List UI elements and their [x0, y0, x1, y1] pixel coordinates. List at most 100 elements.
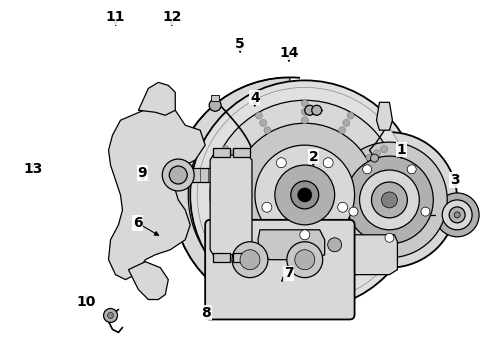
- Circle shape: [435, 193, 479, 237]
- Circle shape: [323, 158, 333, 168]
- Text: 8: 8: [201, 306, 211, 320]
- Circle shape: [295, 250, 315, 270]
- Text: 12: 12: [162, 10, 181, 24]
- Polygon shape: [211, 95, 219, 101]
- Polygon shape: [190, 168, 280, 182]
- Text: 9: 9: [138, 166, 147, 180]
- Polygon shape: [172, 77, 290, 312]
- Circle shape: [255, 145, 355, 245]
- Circle shape: [276, 158, 286, 168]
- Text: 1: 1: [396, 143, 406, 157]
- Circle shape: [275, 165, 335, 225]
- Polygon shape: [138, 82, 175, 115]
- Polygon shape: [233, 253, 250, 262]
- Circle shape: [301, 283, 308, 290]
- Circle shape: [305, 105, 315, 115]
- Circle shape: [107, 312, 114, 319]
- Polygon shape: [128, 262, 168, 300]
- Circle shape: [103, 309, 118, 323]
- Circle shape: [328, 238, 342, 252]
- Circle shape: [226, 192, 234, 198]
- Circle shape: [371, 182, 407, 218]
- Circle shape: [393, 192, 400, 198]
- Circle shape: [229, 150, 236, 157]
- Circle shape: [312, 105, 322, 115]
- Circle shape: [385, 192, 392, 198]
- Circle shape: [197, 87, 413, 302]
- Circle shape: [363, 165, 372, 174]
- Circle shape: [301, 266, 308, 273]
- Circle shape: [240, 250, 260, 270]
- Circle shape: [442, 200, 472, 230]
- Circle shape: [260, 264, 267, 270]
- Circle shape: [301, 275, 308, 282]
- Polygon shape: [330, 235, 397, 275]
- Circle shape: [190, 80, 419, 310]
- Circle shape: [222, 237, 229, 244]
- Text: 5: 5: [235, 37, 245, 51]
- Circle shape: [382, 192, 397, 208]
- Circle shape: [449, 207, 465, 223]
- Text: 13: 13: [23, 162, 42, 176]
- Circle shape: [264, 256, 271, 263]
- Polygon shape: [213, 148, 230, 157]
- Circle shape: [301, 100, 308, 107]
- Circle shape: [237, 229, 244, 236]
- Circle shape: [338, 202, 347, 212]
- Circle shape: [233, 123, 376, 267]
- Circle shape: [237, 154, 244, 161]
- Polygon shape: [213, 253, 230, 262]
- Circle shape: [347, 112, 354, 119]
- Circle shape: [255, 112, 263, 119]
- Circle shape: [366, 154, 373, 161]
- Text: 6: 6: [133, 216, 143, 230]
- Polygon shape: [108, 105, 205, 280]
- Text: 7: 7: [284, 266, 294, 280]
- Polygon shape: [258, 230, 325, 260]
- Circle shape: [232, 242, 268, 278]
- Circle shape: [162, 159, 194, 191]
- Circle shape: [301, 117, 308, 124]
- Circle shape: [169, 166, 187, 184]
- Circle shape: [407, 165, 416, 174]
- Circle shape: [209, 99, 221, 111]
- Text: 10: 10: [76, 295, 96, 309]
- Circle shape: [343, 120, 350, 126]
- Circle shape: [260, 120, 267, 126]
- Circle shape: [301, 108, 308, 115]
- Text: 2: 2: [309, 150, 318, 164]
- Circle shape: [210, 192, 217, 198]
- Circle shape: [454, 212, 460, 218]
- Polygon shape: [233, 148, 250, 157]
- Circle shape: [381, 146, 388, 153]
- Circle shape: [264, 127, 271, 134]
- Circle shape: [381, 237, 388, 244]
- Circle shape: [229, 233, 236, 240]
- Text: 3: 3: [450, 173, 460, 187]
- Circle shape: [339, 256, 345, 263]
- Circle shape: [343, 264, 350, 270]
- FancyBboxPatch shape: [205, 220, 355, 319]
- Circle shape: [373, 150, 380, 157]
- Circle shape: [376, 192, 383, 198]
- Circle shape: [222, 146, 229, 153]
- Circle shape: [349, 207, 358, 216]
- Circle shape: [370, 154, 378, 162]
- Circle shape: [262, 202, 272, 212]
- Circle shape: [291, 181, 318, 209]
- Circle shape: [322, 132, 457, 268]
- Circle shape: [255, 271, 263, 278]
- Text: 14: 14: [279, 46, 299, 60]
- Circle shape: [366, 229, 373, 236]
- Circle shape: [287, 242, 323, 278]
- Circle shape: [332, 142, 447, 258]
- Circle shape: [210, 100, 399, 289]
- Circle shape: [345, 156, 433, 244]
- Circle shape: [421, 207, 430, 216]
- Polygon shape: [376, 102, 392, 130]
- Circle shape: [218, 192, 225, 198]
- Circle shape: [347, 271, 354, 278]
- Polygon shape: [210, 155, 252, 255]
- Circle shape: [385, 233, 394, 242]
- Circle shape: [373, 233, 380, 240]
